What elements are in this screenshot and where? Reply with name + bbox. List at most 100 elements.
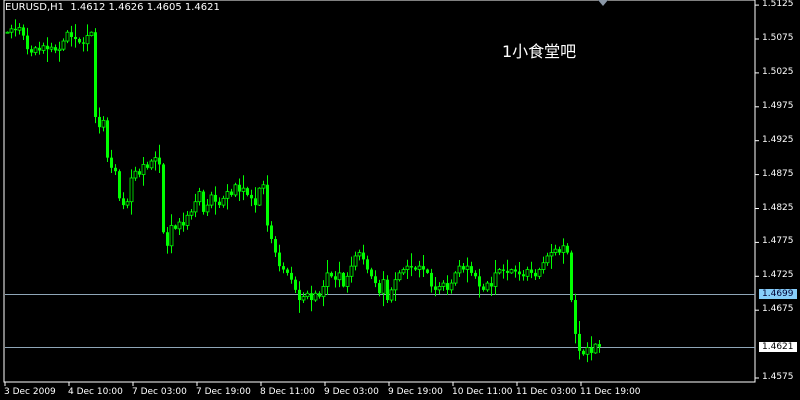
time-tick-label: 3 Dec 2009 bbox=[4, 387, 56, 397]
candle-body bbox=[238, 184, 241, 192]
candle-body bbox=[49, 46, 54, 50]
candle-body bbox=[26, 35, 29, 50]
candle-body bbox=[482, 286, 485, 290]
time-tick-label: 9 Dec 03:00 bbox=[324, 387, 379, 397]
candle-body bbox=[193, 201, 198, 213]
candle-body bbox=[434, 286, 437, 290]
candle-body bbox=[558, 249, 561, 253]
candle-body bbox=[17, 27, 22, 31]
time-tick-label: 4 Dec 10:00 bbox=[68, 387, 123, 397]
candle-body bbox=[502, 269, 505, 271]
candle-body bbox=[534, 272, 537, 277]
candle-body bbox=[321, 286, 326, 298]
candle-body bbox=[141, 164, 146, 175]
price-tick-label: 1.5125 bbox=[762, 0, 794, 10]
candle-body bbox=[374, 276, 377, 284]
candle-body bbox=[545, 255, 550, 264]
candle-body bbox=[46, 45, 49, 50]
candle-body bbox=[74, 36, 77, 39]
candle-body bbox=[30, 49, 33, 53]
candle-body bbox=[14, 28, 17, 31]
candle-body bbox=[241, 187, 246, 192]
candle-body bbox=[506, 270, 509, 273]
candle-body bbox=[114, 167, 117, 172]
candle-body bbox=[174, 225, 177, 229]
candle-body bbox=[525, 269, 530, 277]
candle-body bbox=[462, 266, 465, 270]
candle-body bbox=[286, 269, 289, 273]
candle-body bbox=[353, 255, 358, 267]
candle-body bbox=[598, 344, 601, 347]
candle-body bbox=[357, 252, 362, 257]
candle-body bbox=[537, 269, 542, 277]
candle-body bbox=[70, 32, 73, 37]
candle-body bbox=[54, 47, 57, 51]
candle-body bbox=[349, 265, 354, 277]
candle-body bbox=[389, 289, 394, 301]
price-tick-label: 1.4925 bbox=[762, 134, 794, 145]
candle-body bbox=[474, 272, 477, 277]
candle-body bbox=[122, 198, 125, 206]
candle-body bbox=[514, 269, 517, 272]
candle-body bbox=[230, 191, 233, 195]
candle-body bbox=[89, 31, 94, 37]
candle-body bbox=[169, 225, 174, 247]
candle-body bbox=[330, 272, 333, 277]
candle-body bbox=[146, 164, 149, 168]
candle-body bbox=[446, 283, 449, 290]
candle-body bbox=[561, 245, 566, 253]
candle-body bbox=[138, 171, 141, 175]
watermark-text: 1小食堂吧 bbox=[502, 42, 577, 61]
candle-body bbox=[205, 204, 210, 213]
candle-body bbox=[337, 272, 342, 281]
candle-body bbox=[22, 27, 25, 36]
candle-body bbox=[490, 283, 493, 287]
candle-body bbox=[318, 293, 321, 297]
candle-body bbox=[125, 201, 130, 206]
candle-body bbox=[590, 347, 593, 353]
candle-body bbox=[182, 222, 185, 226]
chart-shift-marker-icon bbox=[598, 0, 608, 6]
price-tick-label: 1.4975 bbox=[762, 100, 794, 111]
candle-body bbox=[101, 119, 106, 128]
candle-body bbox=[177, 221, 182, 230]
candle-body bbox=[129, 177, 134, 203]
price-tick-label: 1.4825 bbox=[762, 202, 794, 213]
candle-body bbox=[158, 157, 161, 165]
candle-body bbox=[202, 191, 205, 212]
candle-body bbox=[401, 269, 406, 274]
candle-body bbox=[393, 279, 398, 291]
candle-body bbox=[209, 194, 214, 206]
price-tick-label: 1.4675 bbox=[762, 304, 794, 315]
candle-body bbox=[457, 265, 462, 274]
candle-body bbox=[78, 39, 81, 43]
time-tick-label: 7 Dec 19:00 bbox=[196, 387, 251, 397]
time-tick-label: 8 Dec 11:00 bbox=[260, 387, 315, 397]
candle-body bbox=[381, 279, 386, 294]
candle-body bbox=[485, 282, 490, 291]
candle-body bbox=[214, 194, 217, 202]
candle-body bbox=[278, 252, 281, 267]
candle-body bbox=[250, 194, 253, 199]
candle-body bbox=[162, 164, 165, 233]
plot-frame bbox=[3, 0, 756, 383]
chart-title: EURUSD,H1 1.4612 1.4626 1.4605 1.4621 bbox=[5, 2, 220, 13]
candle-body bbox=[153, 157, 158, 162]
candle-body bbox=[470, 266, 473, 273]
candle-body bbox=[301, 296, 306, 301]
candle-body bbox=[493, 272, 498, 287]
candle-body bbox=[497, 269, 502, 274]
candle-body bbox=[549, 252, 554, 257]
candle-body bbox=[294, 279, 297, 290]
candle-body bbox=[578, 333, 581, 351]
candle-body bbox=[342, 272, 345, 287]
candle-body bbox=[417, 265, 422, 270]
candle-body bbox=[465, 265, 470, 270]
candle-body bbox=[106, 120, 109, 158]
candle-body bbox=[261, 184, 266, 189]
candle-body bbox=[133, 170, 138, 179]
candle-body bbox=[149, 160, 154, 169]
candle-body bbox=[282, 266, 285, 270]
